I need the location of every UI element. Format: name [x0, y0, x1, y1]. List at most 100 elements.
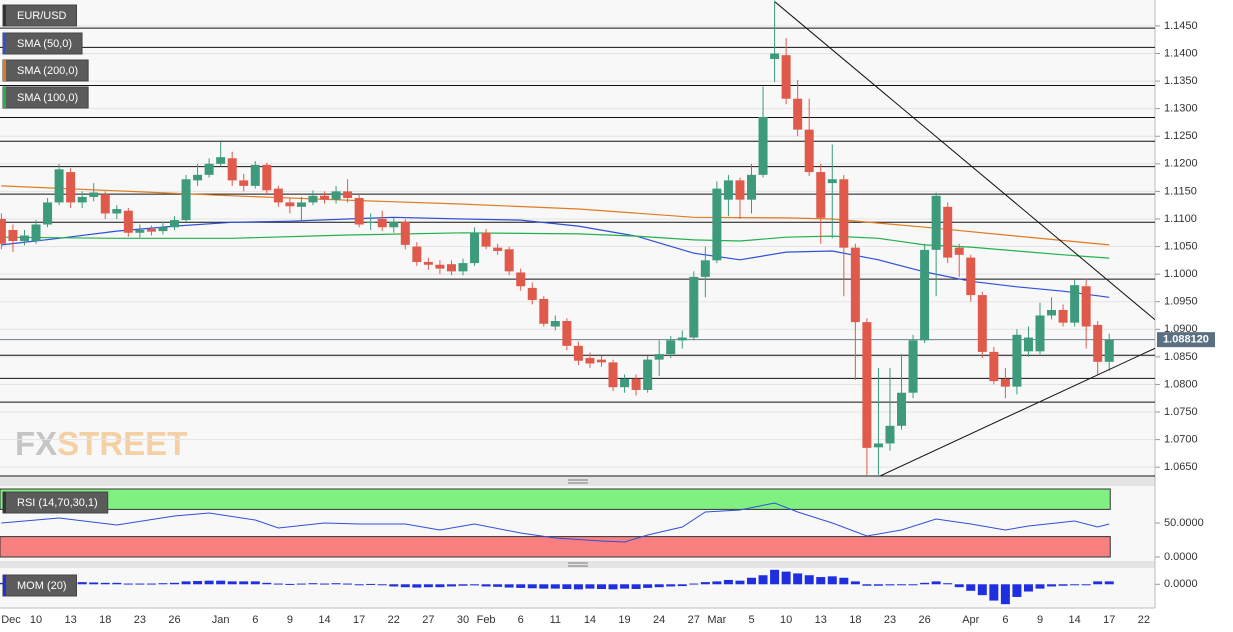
mom-bar: [77, 582, 87, 585]
candle-body: [1035, 315, 1045, 352]
y-tick-label: 0.0000: [1164, 578, 1198, 590]
candle-body: [331, 191, 341, 200]
candle-body: [1000, 378, 1010, 387]
x-tick-label: 19: [618, 614, 630, 626]
mom-bar: [908, 584, 918, 586]
candle-body: [804, 129, 814, 173]
candle-body: [897, 392, 907, 426]
mom-bar: [735, 580, 745, 585]
mom-bar: [781, 571, 791, 585]
mom-bar: [262, 582, 272, 585]
mom-bar: [758, 575, 768, 585]
y-tick-label: 1.1300: [1164, 103, 1198, 115]
x-tick-label: 6: [252, 614, 258, 626]
candle-body: [920, 249, 930, 341]
candle-body: [181, 179, 191, 221]
y-tick-label: 1.0850: [1164, 351, 1198, 363]
candle-body: [296, 202, 306, 207]
main-plot: [0, 0, 1155, 477]
x-tick-label: 23: [134, 614, 146, 626]
candle-body: [158, 227, 168, 232]
x-tick-label: 24: [653, 614, 665, 626]
candle-body: [539, 298, 549, 324]
candle-body: [470, 232, 480, 264]
candle-body: [400, 221, 410, 245]
x-tick-label: 18: [99, 614, 111, 626]
mom-bar: [747, 577, 756, 585]
candle-body: [170, 220, 179, 228]
mom-bar: [931, 581, 941, 585]
candle-body: [504, 249, 514, 272]
candle-body: [446, 264, 456, 272]
candle-body: [377, 218, 387, 228]
mom-bar: [1047, 584, 1057, 587]
x-tick-label: Jan: [212, 614, 230, 626]
candle-body: [481, 232, 491, 247]
watermark-fx: FX: [15, 425, 57, 462]
candle-body: [100, 194, 110, 214]
mom-bar: [1093, 581, 1103, 585]
candle-body: [343, 191, 353, 199]
mom-bar: [1070, 584, 1080, 586]
legend-swatch: [3, 492, 6, 513]
x-tick-label: 13: [815, 614, 827, 626]
sma-line: [1, 232, 1110, 259]
mom-bar: [343, 583, 353, 585]
candle-body: [204, 163, 214, 175]
legend-swatch: [3, 87, 6, 108]
y-tick-label: 0.0000: [1164, 551, 1198, 563]
mom-bar: [596, 584, 606, 589]
candle-body: [758, 116, 768, 175]
legend-label: MOM (20): [17, 580, 67, 592]
candle-body: [608, 362, 618, 388]
y-tick-label: 1.0750: [1164, 406, 1198, 418]
x-tick-label: 27: [688, 614, 700, 626]
mom-bar: [677, 584, 687, 587]
candle-body: [239, 180, 249, 186]
mom-bar: [366, 583, 376, 585]
x-tick-label: 9: [1037, 614, 1043, 626]
candle-body: [977, 295, 987, 352]
candle-body: [308, 195, 318, 203]
mom-bar: [493, 584, 503, 587]
rsi-lower-band: [0, 536, 1111, 558]
candle-body: [966, 257, 976, 296]
candle-body: [19, 235, 29, 242]
rsi-upper-band: [0, 488, 1111, 510]
mom-bar: [966, 584, 976, 591]
mom-bar: [320, 583, 330, 585]
x-tick-label: 27: [422, 614, 434, 626]
mom-bar: [585, 584, 595, 589]
mom-bar: [296, 583, 306, 585]
x-tick-label: 5: [748, 614, 754, 626]
candle-body: [193, 174, 203, 181]
mom-bar: [827, 576, 837, 585]
mom-bar: [712, 581, 722, 585]
mom-bar: [435, 584, 445, 588]
candle-body: [827, 179, 837, 184]
x-tick-label: 6: [1002, 614, 1008, 626]
y-tick-label: 1.1150: [1164, 185, 1197, 197]
mom-bar: [123, 583, 133, 585]
legend-label: SMA (50,0): [17, 38, 72, 50]
candle-body: [366, 221, 376, 223]
mom-bar: [816, 577, 826, 585]
mom-bar: [216, 580, 226, 585]
mom-bar: [527, 584, 537, 589]
candle-body: [885, 425, 895, 444]
mom-bar: [412, 584, 422, 588]
x-tick-label: 26: [168, 614, 180, 626]
trend-line: [879, 347, 1155, 477]
trend-line: [774, 1, 1155, 321]
candle-body: [620, 378, 630, 388]
separator-grip: [568, 479, 588, 484]
candle-body: [839, 179, 849, 248]
candle-body: [596, 359, 606, 363]
legend-swatch: [3, 60, 6, 81]
mom-bar: [239, 581, 249, 585]
candle-body: [1081, 286, 1091, 327]
candle-body: [562, 321, 572, 346]
candle-body: [689, 276, 699, 338]
candle-body: [227, 158, 237, 181]
legend-label: EUR/USD: [17, 10, 67, 22]
